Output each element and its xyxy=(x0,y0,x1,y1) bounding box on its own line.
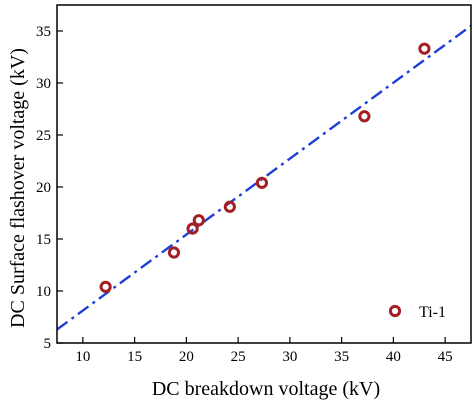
legend: Ti-1 xyxy=(388,304,446,321)
data-point xyxy=(418,42,431,55)
fit-line-layer xyxy=(56,24,472,331)
x-tick-label: 25 xyxy=(231,349,246,365)
x-tick-label: 20 xyxy=(179,349,194,365)
y-tick-label: 20 xyxy=(36,180,51,196)
x-axis-label: DC breakdown voltage (kV) xyxy=(152,378,380,400)
y-tick-label: 5 xyxy=(44,336,52,352)
y-tick-label: 10 xyxy=(36,284,51,300)
y-tick-label: 35 xyxy=(36,24,51,40)
x-tick-label: 40 xyxy=(386,349,401,365)
x-tick-label: 15 xyxy=(127,349,142,365)
y-tick-label: 30 xyxy=(36,76,51,92)
fit-line xyxy=(56,24,472,331)
y-axis-label: DC Surface flashover voltage (kV) xyxy=(7,48,29,328)
data-point xyxy=(99,280,112,293)
data-point xyxy=(358,110,371,123)
data-point xyxy=(192,214,205,227)
x-tick-label: 10 xyxy=(75,349,90,365)
legend-label-ti-1: Ti-1 xyxy=(419,304,446,321)
y-tick-label: 25 xyxy=(36,128,51,144)
axis-ticks-layer: 10 15 20 25 30 35 40 45 5 10 15 20 25 30 35 xyxy=(36,24,453,365)
data-points-layer xyxy=(99,42,431,293)
data-point xyxy=(167,246,181,259)
data-point xyxy=(255,176,269,189)
x-tick-label: 45 xyxy=(438,349,453,365)
x-tick-label: 35 xyxy=(334,349,349,365)
x-tick-label: 30 xyxy=(282,349,297,365)
y-tick-label: 15 xyxy=(36,232,51,248)
plot-frame xyxy=(56,4,472,344)
legend-marker-ti-1 xyxy=(388,304,402,318)
data-point xyxy=(223,200,236,213)
data-point xyxy=(186,222,199,235)
